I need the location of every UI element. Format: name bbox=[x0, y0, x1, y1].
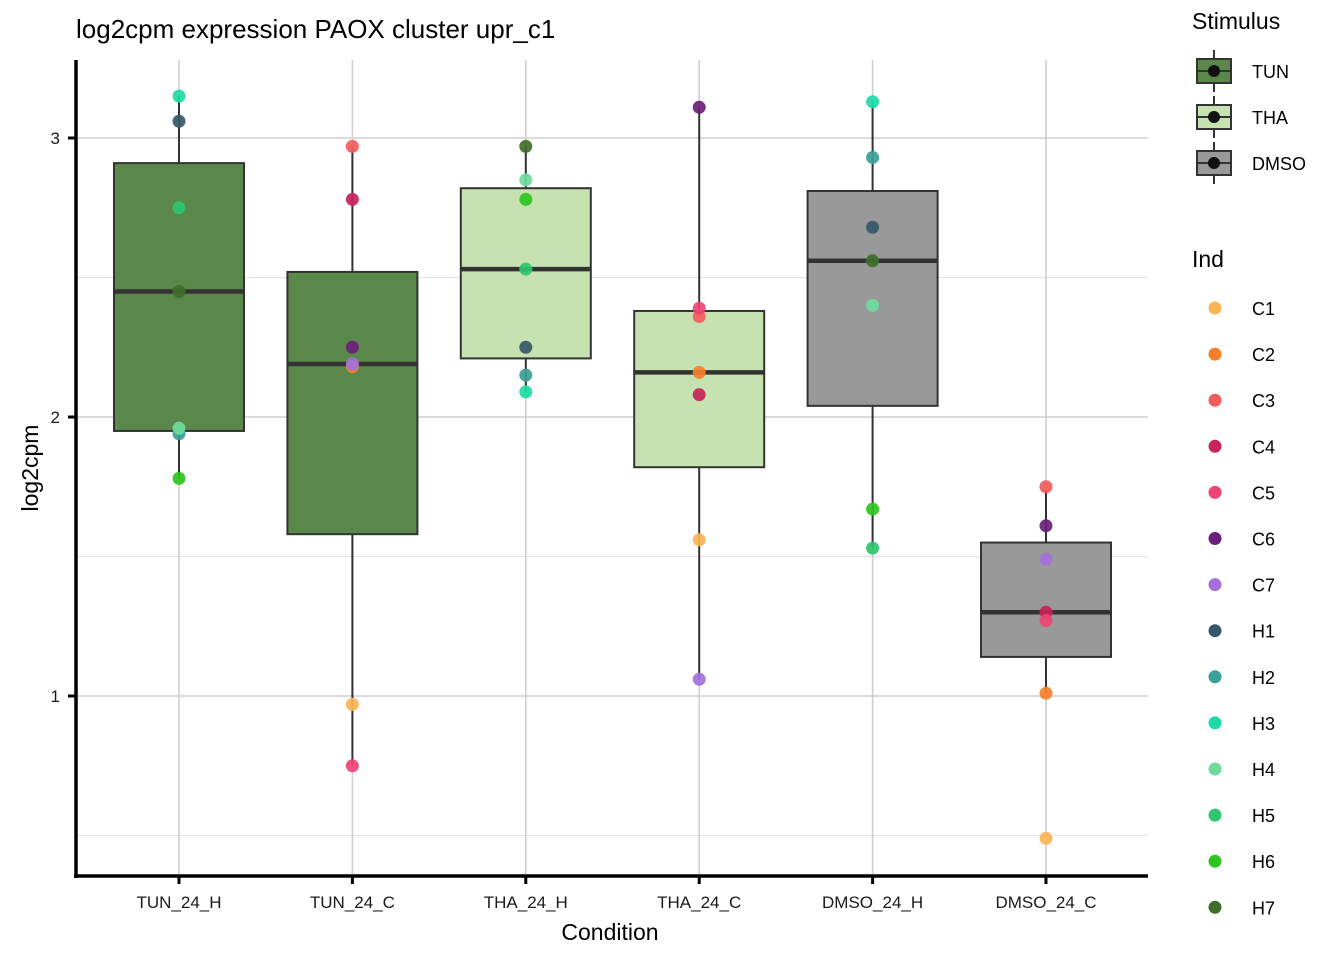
legend-ind-label: C5 bbox=[1252, 483, 1275, 503]
chart-title: log2cpm expression PAOX cluster upr_c1 bbox=[76, 14, 555, 44]
data-point-H5 bbox=[172, 201, 186, 215]
legend-ind-swatch bbox=[1208, 900, 1222, 914]
data-point-C3 bbox=[1039, 480, 1053, 494]
data-point-C7 bbox=[1039, 552, 1053, 566]
data-point-C7 bbox=[345, 357, 359, 371]
data-point-H3 bbox=[172, 89, 186, 103]
legend-stimulus-label: DMSO bbox=[1252, 154, 1306, 174]
y-tick-label: 3 bbox=[51, 129, 60, 148]
data-point-H4 bbox=[172, 421, 186, 435]
data-point-H1 bbox=[519, 340, 533, 354]
data-point-H3 bbox=[519, 385, 533, 399]
data-point-H5 bbox=[866, 541, 880, 555]
data-point-C3 bbox=[345, 139, 359, 153]
legend-ind-swatch bbox=[1208, 624, 1222, 638]
data-point-H3 bbox=[866, 95, 880, 109]
legend-ind-label: C4 bbox=[1252, 437, 1275, 457]
legend-ind-title: Ind bbox=[1192, 246, 1224, 272]
data-point-C4 bbox=[345, 192, 359, 206]
legend-key-point bbox=[1208, 65, 1220, 77]
x-tick-label: TUN_24_H bbox=[136, 893, 221, 912]
legend-ind-swatch bbox=[1208, 532, 1222, 545]
legend-ind-swatch bbox=[1208, 301, 1222, 315]
legend-ind-swatch bbox=[1208, 670, 1222, 684]
y-tick-label: 2 bbox=[51, 408, 60, 427]
legend-ind-label: C7 bbox=[1252, 576, 1275, 596]
data-point-C1 bbox=[345, 697, 359, 711]
data-point-H4 bbox=[866, 298, 880, 312]
axes: 1 2 3 TUN_24_H TUN_24_C THA_24_H THA_24_C DMSO_… bbox=[51, 60, 1148, 912]
data-point-C2 bbox=[1039, 686, 1053, 700]
legend-ind-swatch bbox=[1208, 762, 1222, 776]
legend-ind-swatch bbox=[1208, 439, 1222, 453]
data-point-H7 bbox=[172, 284, 186, 298]
legend-ind-label: H4 bbox=[1252, 760, 1275, 780]
x-tick-label: THA_24_C bbox=[657, 893, 741, 912]
legend-ind-label: C6 bbox=[1252, 530, 1275, 550]
x-tick-label: DMSO_24_H bbox=[822, 893, 923, 912]
data-point-H1 bbox=[866, 220, 880, 234]
legend-ind-label: H5 bbox=[1252, 806, 1275, 826]
legend-ind-swatch bbox=[1208, 854, 1222, 868]
legend-ind-label: H6 bbox=[1252, 852, 1275, 872]
legend-ind-label: H3 bbox=[1252, 714, 1275, 734]
legend-ind-swatch bbox=[1208, 485, 1222, 499]
data-point-C6 bbox=[692, 100, 706, 114]
data-point-C2 bbox=[692, 365, 706, 379]
data-point-H7 bbox=[519, 139, 533, 153]
legend-ind-label: C2 bbox=[1252, 345, 1275, 365]
legend-ind-label: C3 bbox=[1252, 391, 1275, 411]
data-point-H6 bbox=[519, 192, 533, 206]
points-layer bbox=[172, 89, 1053, 845]
data-point-C4 bbox=[692, 388, 706, 402]
x-tick-label: DMSO_24_C bbox=[995, 893, 1096, 912]
x-tick-label: TUN_24_C bbox=[310, 893, 395, 912]
x-tick-label: THA_24_H bbox=[484, 893, 568, 912]
legend-ind-swatch bbox=[1208, 716, 1222, 730]
legend-stimulus-label: TUN bbox=[1252, 62, 1289, 82]
legend-stimulus-label: THA bbox=[1252, 108, 1288, 128]
legend-ind-label: H1 bbox=[1252, 622, 1275, 642]
legend-key-point bbox=[1208, 157, 1220, 169]
y-axis-title: log2cpm bbox=[17, 425, 43, 512]
data-point-H2 bbox=[866, 151, 880, 165]
legend-ind-label: H2 bbox=[1252, 668, 1275, 688]
data-point-H4 bbox=[519, 173, 533, 187]
data-point-H5 bbox=[519, 262, 533, 276]
data-point-C5 bbox=[1039, 614, 1053, 628]
legend-ind-swatch bbox=[1208, 808, 1222, 822]
data-point-C5 bbox=[692, 301, 706, 315]
data-point-C6 bbox=[345, 340, 359, 354]
x-axis-title: Condition bbox=[561, 919, 658, 945]
legend-stimulus-title: Stimulus bbox=[1192, 8, 1280, 34]
data-point-H2 bbox=[519, 368, 533, 382]
legend-ind-label: H7 bbox=[1252, 898, 1275, 918]
data-point-H1 bbox=[172, 114, 186, 128]
data-point-C1 bbox=[1039, 831, 1053, 845]
data-point-H6 bbox=[866, 502, 880, 516]
legend-ind-swatch bbox=[1208, 393, 1222, 407]
boxes-layer bbox=[113, 96, 1112, 766]
legend-ind-swatch bbox=[1208, 347, 1222, 361]
data-point-C6 bbox=[1039, 519, 1053, 533]
data-point-C7 bbox=[692, 672, 706, 686]
legend-ind: Ind C1 C2 C3 C4 C5 C6 C7 H1 H2 H3 H4 H5 H6 H7 bbox=[1192, 246, 1275, 918]
data-point-C1 bbox=[692, 533, 706, 547]
y-tick-label: 1 bbox=[51, 687, 60, 706]
legend-stimulus: Stimulus TUN THA DMSO bbox=[1192, 8, 1306, 184]
box-TUN_24_C bbox=[286, 270, 419, 536]
data-point-H6 bbox=[172, 471, 186, 485]
legend-key-point bbox=[1208, 111, 1220, 123]
legend-ind-label: C1 bbox=[1252, 299, 1275, 319]
data-point-H7 bbox=[866, 254, 880, 268]
data-point-C5 bbox=[345, 759, 359, 773]
legend-ind-swatch bbox=[1208, 578, 1222, 592]
